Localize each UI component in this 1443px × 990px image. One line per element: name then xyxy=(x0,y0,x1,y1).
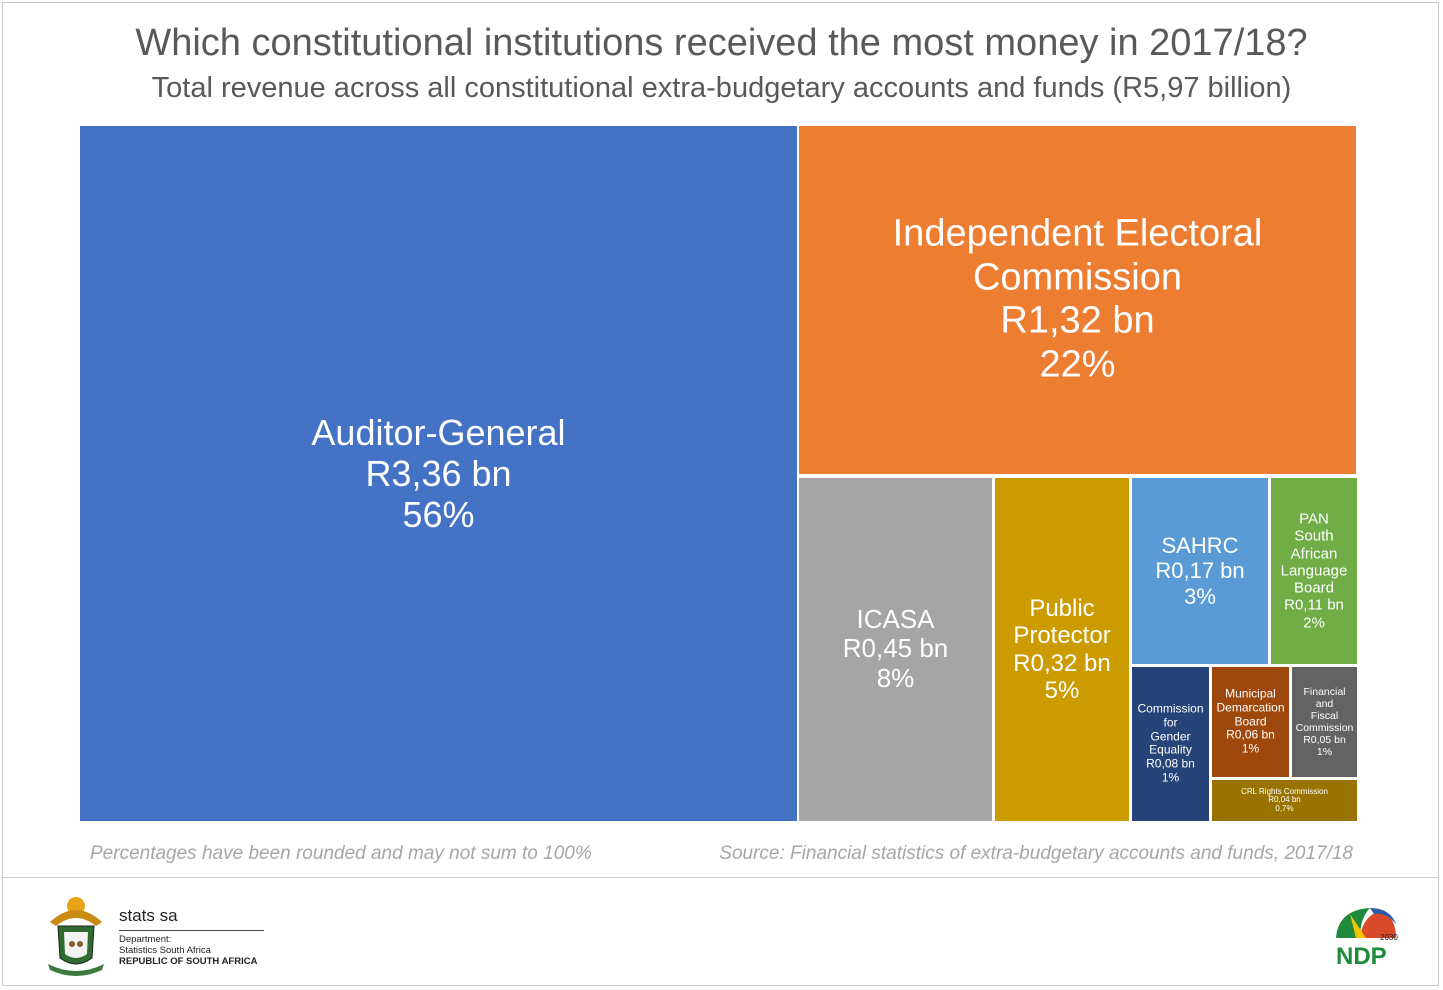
treemap-tile: Auditor-General R3,36 bn 56% xyxy=(80,126,797,821)
treemap-tile: ICASA R0,45 bn 8% xyxy=(799,478,992,821)
ndp-year: 2030 xyxy=(1380,933,1398,942)
tile-label: Auditor-General R3,36 bn 56% xyxy=(80,411,797,535)
treemap-tile: Commission for Gender Equality R0,08 bn 1% xyxy=(1132,667,1209,821)
treemap-tile: Independent Electoral Commission R1,32 bn 2… xyxy=(799,126,1356,474)
tile-label: Commission for Gender Equality R0,08 bn 1% xyxy=(1132,701,1209,786)
tile-value: R0,45 bn xyxy=(842,633,949,664)
tile-percent: 1% xyxy=(1241,741,1260,756)
tile-name: CRL Rights Commission xyxy=(1241,786,1328,796)
tile-percent: 5% xyxy=(1044,677,1080,705)
tile-name: Commission for Gender Equality xyxy=(1137,701,1204,757)
tile-label: SAHRC R0,17 bn 3% xyxy=(1132,533,1268,609)
treemap-tile: Financial and Fiscal Commission R0,05 bn 1% xyxy=(1292,667,1357,777)
stats-sa-logo: stats sa Department: Statistics South Af… xyxy=(119,906,264,967)
tile-percent: 8% xyxy=(876,663,915,694)
tile-percent: 1% xyxy=(1161,770,1180,785)
treemap-tile: Public Protector R0,32 bn 5% xyxy=(995,478,1129,821)
logo-divider xyxy=(119,930,264,931)
tile-value: R0,17 bn xyxy=(1155,558,1245,584)
tile-percent: 0,7% xyxy=(1275,803,1294,813)
coat-of-arms-icon xyxy=(48,897,104,976)
logo-organisation: Statistics South Africa xyxy=(119,945,211,956)
ndp-logo-icon: 2030 NDP xyxy=(1336,908,1398,970)
ndp-text: NDP xyxy=(1336,943,1387,970)
tile-value: R0,04 bn xyxy=(1268,795,1301,805)
tile-value: R0,11 bn xyxy=(1284,596,1344,614)
tile-percent: 2% xyxy=(1303,614,1325,632)
tile-value: R0,32 bn xyxy=(1013,649,1111,677)
tile-name: Public Protector xyxy=(1013,594,1111,649)
tile-name: Financial and Fiscal Commission xyxy=(1295,685,1354,734)
rounding-note: Percentages have been rounded and may no… xyxy=(90,843,592,864)
tile-name: Independent Electoral Commission xyxy=(892,212,1263,299)
tile-label: PAN South African Language Board R0,11 bn 2% xyxy=(1271,511,1357,632)
tile-name: PAN South African Language Board xyxy=(1280,510,1348,597)
footer-divider xyxy=(3,877,1438,878)
tile-value: R0,06 bn xyxy=(1226,727,1275,742)
tile-label: Municipal Demarcation Board R0,06 bn 1% xyxy=(1212,686,1289,757)
tile-name: Auditor-General xyxy=(311,411,566,453)
tile-percent: 56% xyxy=(402,494,475,536)
tile-value: R3,36 bn xyxy=(365,452,512,494)
tile-label: ICASA R0,45 bn 8% xyxy=(799,603,992,695)
treemap-tile: PAN South African Language Board R0,11 bn 2% xyxy=(1271,478,1357,664)
treemap-tile: Municipal Demarcation Board R0,06 bn 1% xyxy=(1212,667,1289,777)
source-note: Source: Financial statistics of extra-bu… xyxy=(719,843,1353,864)
tile-label: Public Protector R0,32 bn 5% xyxy=(995,594,1129,704)
tile-name: ICASA xyxy=(856,603,935,634)
tile-label: Financial and Fiscal Commission R0,05 bn 1% xyxy=(1292,686,1357,758)
chart-title: Which constitutional institutions receiv… xyxy=(135,22,1308,64)
treemap-tile: SAHRC R0,17 bn 3% xyxy=(1132,478,1268,664)
tile-label: Independent Electoral Commission R1,32 bn 2… xyxy=(799,213,1356,388)
tile-value: R0,05 bn xyxy=(1303,734,1346,747)
tile-percent: 22% xyxy=(1039,343,1116,386)
tile-name: Municipal Demarcation Board xyxy=(1216,686,1285,729)
treemap-tile: CRL Rights Commission R0,04 bn 0,7% xyxy=(1212,780,1357,821)
tile-value: R0,08 bn xyxy=(1146,756,1195,771)
logo-country: REPUBLIC OF SOUTH AFRICA xyxy=(119,956,258,967)
tile-percent: 3% xyxy=(1184,583,1216,609)
logo-name: stats sa xyxy=(119,906,178,925)
chart-subtitle: Total revenue across all constitutional … xyxy=(151,72,1292,104)
tile-value: R1,32 bn xyxy=(1000,300,1155,342)
logo-department: Department: xyxy=(119,934,172,945)
tile-name: SAHRC xyxy=(1161,533,1239,559)
tile-label: CRL Rights Commission R0,04 bn 0,7% xyxy=(1212,787,1357,813)
tile-percent: 1% xyxy=(1316,746,1333,759)
